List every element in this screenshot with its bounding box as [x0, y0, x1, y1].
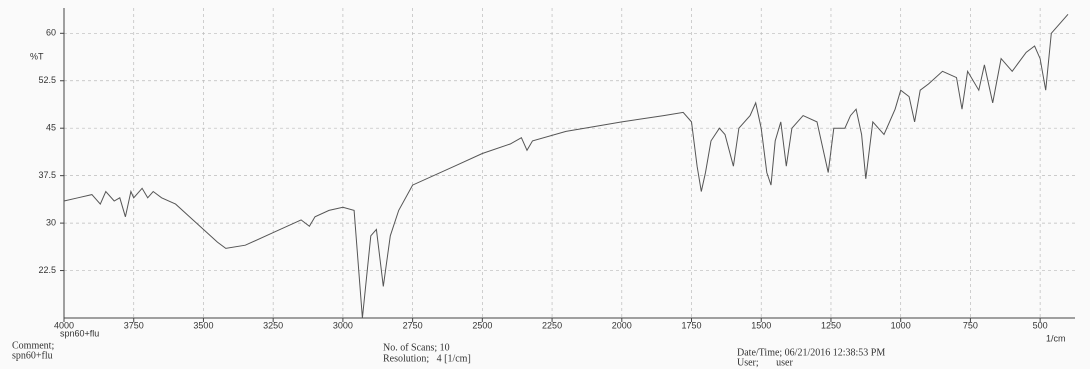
comment-label: Comment;: [12, 340, 54, 351]
y-tick-label: 37.5: [38, 170, 56, 180]
x-tick-label: 3250: [263, 320, 283, 330]
y-tick-label: 22.5: [38, 265, 56, 275]
x-tick-label: 1750: [682, 320, 702, 330]
scans: No. of Scans; 10: [383, 342, 450, 353]
user: User; user: [737, 357, 793, 368]
x-tick-label: 500: [1033, 320, 1048, 330]
x-tick-label: 1500: [751, 320, 771, 330]
resolution: Resolution; 4 [1/cm]: [383, 353, 471, 364]
sample-label: spn60+flu: [60, 328, 99, 338]
x-tick-label: 3500: [193, 320, 213, 330]
comment: spn60+flu: [12, 350, 53, 361]
datetime: Date/Time; 06/21/2016 12:38:53 PM: [737, 347, 885, 358]
x-tick-label: 1000: [891, 320, 911, 330]
x-axis-label: 1/cm: [1046, 333, 1066, 343]
spectrum-line: [63, 13, 1069, 319]
y-tick-label: 30: [46, 217, 56, 227]
y-tick-label: 52.5: [38, 75, 56, 85]
x-tick-label: 3000: [333, 320, 353, 330]
x-tick-label: 2250: [542, 320, 562, 330]
x-tick-label: 3750: [124, 320, 144, 330]
x-tick-label: 750: [963, 320, 978, 330]
x-tick-label: 4000: [54, 320, 74, 330]
y-tick-label: 45: [46, 123, 56, 133]
x-tick-label: 2500: [472, 320, 492, 330]
x-tick-label: 2000: [612, 320, 632, 330]
y-tick-label: 60: [46, 28, 56, 38]
x-tick-label: 1250: [821, 320, 841, 330]
y-axis-label: %T: [30, 51, 44, 61]
x-tick-label: 2750: [403, 320, 423, 330]
